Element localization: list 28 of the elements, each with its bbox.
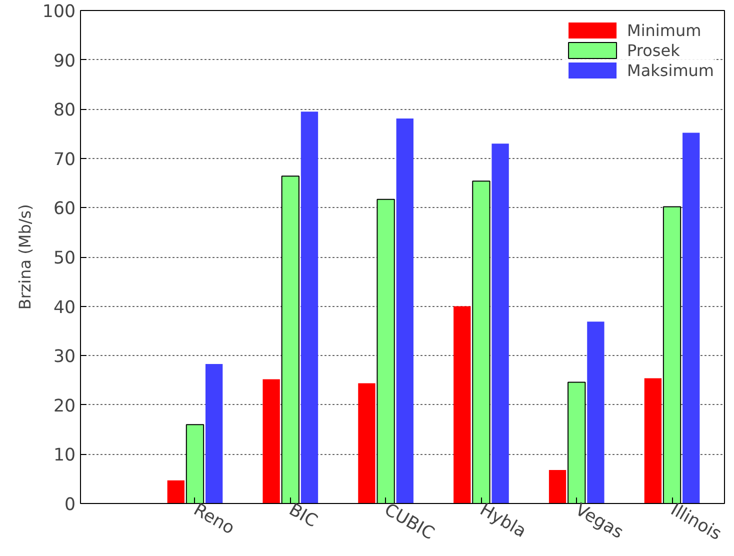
y-tick-label: 90 <box>53 51 76 72</box>
y-axis-title: Brzina (Mb/s) <box>15 204 34 310</box>
bar <box>587 322 604 504</box>
y-tick-label: 40 <box>53 298 76 318</box>
y-tick-label: 20 <box>53 396 76 416</box>
bar <box>682 132 700 504</box>
y-tick-label: 70 <box>53 150 76 170</box>
y-tick-label: 0 <box>64 495 76 515</box>
bar <box>262 379 280 504</box>
bar <box>205 364 223 504</box>
x-tick-label: BIC <box>285 500 321 532</box>
y-tick-label: 10 <box>53 446 76 466</box>
y-tick-label: 80 <box>53 100 76 121</box>
y-tick-label: 100 <box>42 2 76 22</box>
legend-label: Minimum <box>627 20 702 40</box>
y-tick-label: 50 <box>53 248 76 268</box>
bar <box>396 118 414 504</box>
legend-label: Prosek <box>627 40 680 60</box>
bar <box>644 378 662 504</box>
bar <box>167 480 184 504</box>
bar <box>492 144 509 504</box>
bar <box>548 470 566 504</box>
bar <box>454 306 471 504</box>
legend-label: Maksimum <box>627 60 714 80</box>
bar <box>358 383 376 504</box>
y-tick-label: 60 <box>53 199 76 220</box>
y-tick-label: 30 <box>53 347 76 368</box>
bar <box>300 112 318 504</box>
